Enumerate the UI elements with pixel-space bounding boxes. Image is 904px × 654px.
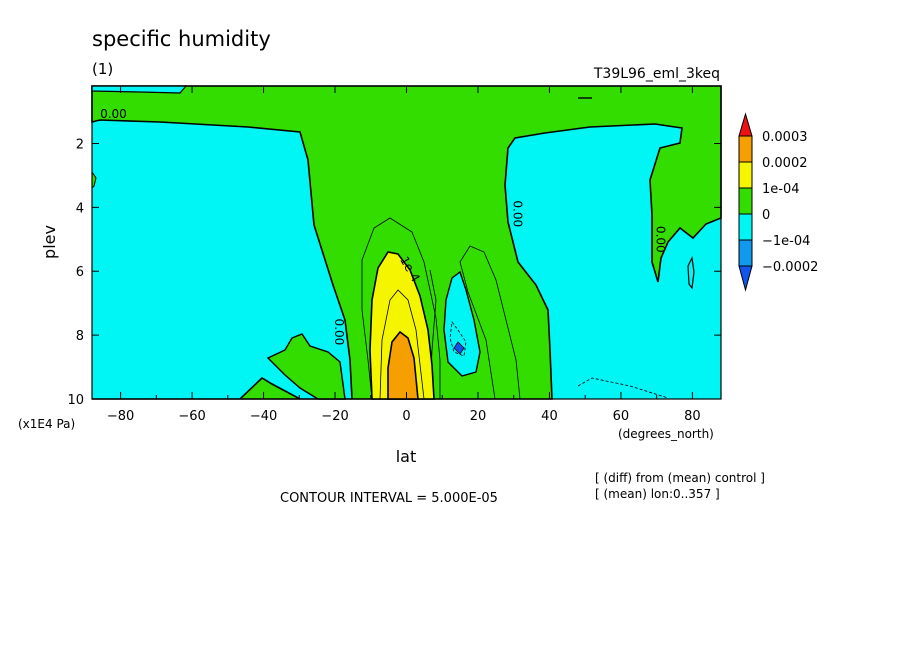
y-tick-label: 8	[76, 329, 84, 344]
colorbar-bottom-arrow	[738, 265, 753, 292]
colorbar-label: −0.0002	[762, 260, 818, 275]
x-tick-label: −40	[250, 409, 277, 424]
chart-subtitle: (1)	[92, 60, 113, 78]
x-axis: −80 −60 −40 −20 0 20 40 60 80	[107, 86, 701, 424]
x-tick-label: 40	[541, 409, 558, 424]
x-tick-label: −80	[107, 409, 134, 424]
contour-thin-left	[361, 217, 441, 400]
note-mean: [ (mean) lon:0..357 ]	[595, 487, 720, 501]
contour-label: 0.00	[100, 107, 127, 121]
colorbar-label: −1e-04	[762, 234, 810, 249]
colorbar-segment	[738, 187, 753, 215]
y-axis-label: plev	[40, 225, 59, 259]
colorbar-label: 1e-04	[762, 182, 800, 197]
y-tick-label: 2	[76, 137, 84, 152]
region-negative-pocket	[443, 270, 481, 377]
region-left-lobe	[266, 333, 346, 400]
colorbar-label: 0	[762, 208, 770, 223]
x-tick-label: 20	[470, 409, 487, 424]
colorbar: 0.0003 0.0002 1e-04 0 −1e-04 −0.0002	[738, 112, 818, 292]
colorbar-top-arrow	[738, 112, 753, 137]
x-tick-label: 80	[684, 409, 701, 424]
colorbar-segment	[738, 213, 753, 241]
contour-dashed-bottom	[577, 377, 669, 399]
contour-label: 0.00	[511, 200, 525, 227]
region-negative-core	[453, 341, 465, 355]
x-axis-label: lat	[396, 447, 417, 466]
y-tick-label: 6	[76, 265, 84, 280]
contour-label: 0.00	[654, 226, 668, 253]
y-axis-units: (x1E4 Pa)	[18, 417, 75, 431]
contour-thin-right	[459, 245, 521, 400]
contour-label: 0.00	[332, 319, 346, 346]
colorbar-segment	[738, 239, 753, 267]
run-label: T39L96_eml_3keq	[593, 66, 720, 82]
region-zero-to-positive	[91, 85, 722, 400]
region-small-island	[687, 256, 695, 290]
y-axis: 2 4 6 8 10	[67, 137, 721, 408]
colorbar-segment	[738, 161, 753, 189]
x-tick-label: 0	[402, 409, 410, 424]
x-axis-units: (degrees_north)	[618, 427, 714, 441]
chart-title: specific humidity	[92, 27, 271, 51]
region-positive-2	[387, 330, 419, 400]
note-diff: [ (diff) from (mean) control ]	[595, 471, 765, 485]
contour-dashed-pocket	[449, 320, 467, 357]
x-tick-label: −60	[178, 409, 205, 424]
region-positive-1	[369, 251, 435, 400]
x-tick-label: −20	[321, 409, 348, 424]
y-tick-label: 4	[76, 201, 84, 216]
contour-interval-text: CONTOUR INTERVAL = 5.000E-05	[280, 491, 498, 506]
colorbar-label: 0.0003	[762, 130, 808, 145]
colorbar-segment	[738, 135, 753, 163]
colorbar-label: 0.0002	[762, 156, 808, 171]
contour-yellow-inner	[379, 289, 425, 400]
x-tick-label: 60	[613, 409, 630, 424]
y-tick-label: 10	[67, 393, 84, 408]
